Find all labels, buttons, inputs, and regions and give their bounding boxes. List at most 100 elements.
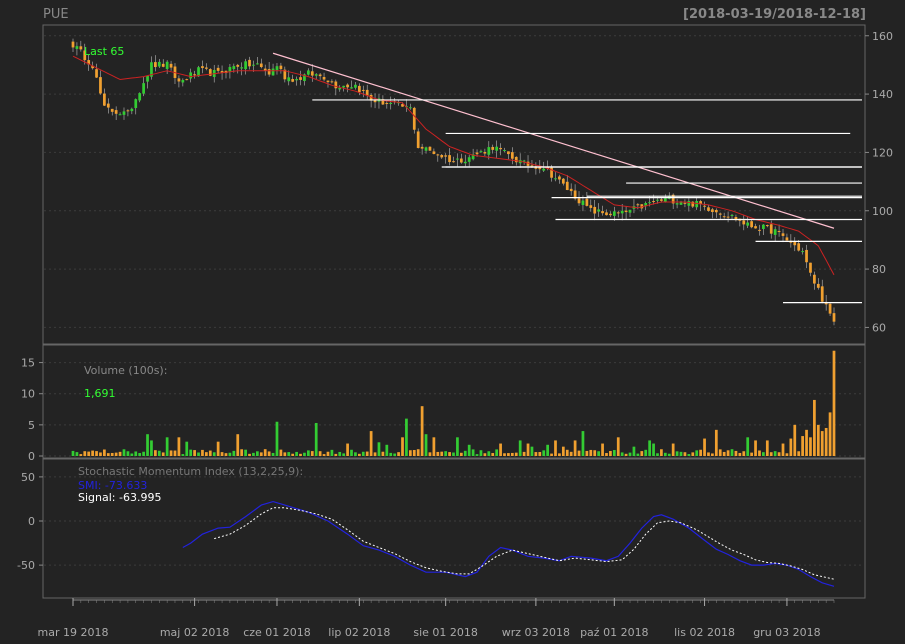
price-tick-label: 140: [872, 88, 893, 101]
candle-body: [585, 198, 589, 206]
candle-body: [459, 158, 463, 163]
volume-bar: [628, 452, 632, 456]
chart-title: PUE: [43, 7, 69, 22]
volume-bar: [130, 453, 134, 456]
volume-bar: [648, 440, 651, 456]
volume-bar: [365, 451, 369, 456]
candle-body: [350, 87, 353, 89]
volume-bar: [146, 434, 149, 456]
candle-body: [354, 84, 357, 88]
volume-title: Volume (100s):: [84, 364, 167, 377]
x-tick-label: lip 02 2018: [328, 626, 390, 639]
candle-body: [326, 80, 330, 83]
volume-bar: [169, 450, 173, 456]
candle-body: [558, 176, 561, 180]
candle-body: [220, 71, 224, 73]
candle-body: [801, 251, 804, 253]
candle-body: [208, 69, 212, 76]
candle-body: [479, 151, 483, 153]
volume-bar: [699, 449, 702, 456]
candle-body: [118, 114, 122, 116]
volume-bar: [550, 453, 553, 456]
candle-body: [389, 102, 393, 104]
volume-bar: [87, 451, 91, 456]
candle-body: [483, 151, 487, 154]
candle-body: [765, 225, 769, 227]
volume-bar: [122, 449, 126, 456]
volume-bar: [832, 350, 836, 456]
volume-bar: [334, 453, 338, 456]
volume-bar: [758, 450, 761, 456]
candle-body: [240, 67, 244, 69]
volume-bar: [663, 452, 667, 456]
volume-bar: [205, 452, 208, 456]
volume-bar: [820, 431, 824, 456]
candle-body: [514, 156, 518, 163]
volume-bar: [361, 451, 365, 456]
volume-bar: [593, 450, 597, 456]
candle-body: [554, 178, 557, 180]
volume-bar: [389, 452, 393, 456]
candle-body: [369, 94, 373, 101]
candle-body: [769, 224, 773, 234]
volume-bar: [408, 450, 412, 456]
volume-bar: [687, 454, 691, 456]
candle-body: [103, 93, 106, 106]
candle-body: [491, 146, 495, 150]
volume-bar: [459, 452, 463, 456]
date-range: [2018-03-19/2018-12-18]: [683, 7, 866, 22]
price-tick-label: 120: [872, 146, 893, 159]
volume-bar: [208, 450, 212, 456]
volume-bar: [126, 451, 130, 456]
smi-axis: -50 0 50: [17, 471, 43, 572]
candle-body: [730, 214, 734, 216]
volume-bar: [558, 453, 561, 456]
volume-bar: [660, 449, 663, 456]
x-tick-label: gru 03 2018: [753, 626, 820, 639]
volume-bar: [828, 412, 832, 456]
volume-bar: [722, 451, 726, 456]
candle-body: [660, 199, 663, 201]
volume-bar: [730, 449, 734, 456]
volume-bar: [467, 444, 471, 456]
candle-body: [361, 89, 365, 91]
smi-tick-label-left: 50: [21, 471, 35, 484]
candle-body: [161, 63, 165, 67]
candle-body: [436, 154, 440, 156]
candle-body: [205, 67, 208, 69]
volume-bar: [354, 452, 357, 456]
price-tick-label: 60: [872, 321, 886, 334]
candle-body: [593, 206, 597, 214]
volume-bar: [275, 421, 279, 456]
candle-body: [424, 147, 428, 151]
volume-bar: [773, 451, 777, 456]
candle-body: [408, 107, 412, 109]
volume-bar: [291, 453, 295, 456]
volume-bar: [118, 451, 122, 456]
volume-bar: [185, 441, 189, 456]
volume-bar: [154, 450, 157, 456]
volume-bar: [95, 451, 98, 456]
volume-bar: [711, 453, 714, 456]
candle-body: [283, 69, 287, 80]
candle-body: [475, 152, 479, 155]
candle-body: [714, 209, 718, 213]
volume-bar: [805, 429, 808, 456]
volume-bar: [401, 437, 404, 456]
volume-bar: [79, 454, 83, 456]
volume-bar: [428, 452, 432, 456]
candle-body: [581, 200, 585, 205]
candle-body: [538, 166, 542, 170]
volume-bar: [813, 399, 816, 456]
price-tick-label: 160: [872, 30, 893, 43]
candle-body: [656, 199, 659, 201]
volume-bar: [471, 449, 475, 456]
volume-bar: [283, 452, 287, 456]
volume-bar: [189, 449, 193, 456]
x-tick-label: cze 01 2018: [243, 626, 311, 639]
volume-bar: [99, 452, 102, 456]
volume-bar: [479, 450, 483, 456]
volume-bar: [326, 451, 330, 456]
